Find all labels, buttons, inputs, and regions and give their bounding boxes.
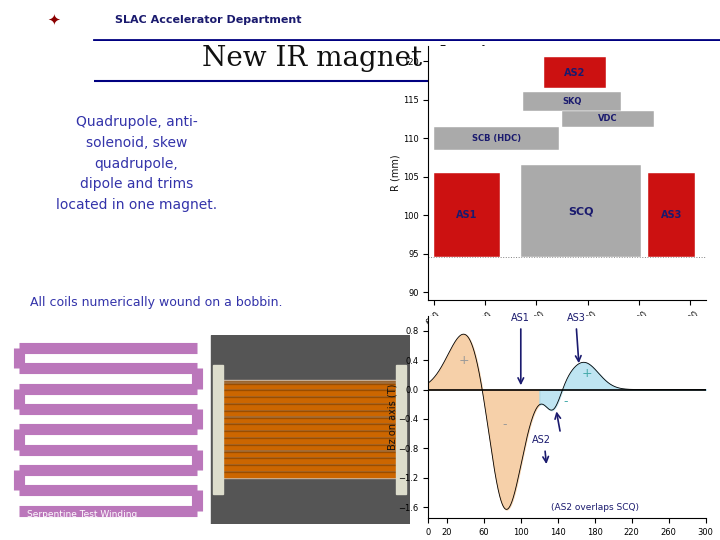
- Bar: [211, 335, 410, 524]
- Text: -: -: [503, 418, 508, 431]
- Text: +: +: [582, 367, 593, 380]
- Bar: [217, 380, 398, 478]
- Text: +: +: [458, 354, 469, 367]
- Bar: [433, 173, 500, 258]
- Bar: [562, 111, 654, 127]
- Text: SKQ: SKQ: [562, 97, 582, 106]
- Y-axis label: Bz on axis (T): Bz on axis (T): [387, 384, 397, 450]
- Text: (AS2 overlaps SCQ): (AS2 overlaps SCQ): [551, 503, 639, 512]
- Text: All coils numerically wound on a bobbin.: All coils numerically wound on a bobbin.: [30, 296, 282, 309]
- Bar: [544, 57, 606, 88]
- Text: SCB (HDC): SCB (HDC): [472, 134, 521, 143]
- X-axis label: ZIP (distance from IP, mm): ZIP (distance from IP, mm): [502, 334, 632, 343]
- Text: SCQ: SCQ: [568, 206, 594, 216]
- Text: VDC: VDC: [598, 114, 618, 124]
- Bar: [213, 365, 223, 494]
- Text: AS3: AS3: [567, 313, 585, 323]
- Bar: [648, 173, 696, 258]
- Text: ✦: ✦: [48, 13, 60, 28]
- Text: New IR magnet design: New IR magnet design: [202, 45, 524, 72]
- Text: AS2: AS2: [531, 435, 551, 444]
- Text: SLAC Accelerator Department: SLAC Accelerator Department: [115, 15, 302, 25]
- Bar: [521, 165, 642, 258]
- Text: Quadrupole, anti-
solenoid, skew
quadrupole,
dipole and trims
located in one mag: Quadrupole, anti- solenoid, skew quadrup…: [56, 116, 217, 212]
- Y-axis label: R (mm): R (mm): [390, 154, 400, 191]
- Text: AS2: AS2: [564, 68, 585, 78]
- Bar: [396, 365, 406, 494]
- Text: AS1: AS1: [511, 313, 530, 323]
- Text: -: -: [563, 395, 567, 408]
- Text: AS1: AS1: [456, 210, 477, 220]
- Text: AS3: AS3: [661, 210, 683, 220]
- Bar: [433, 127, 559, 150]
- Text: Serpentine Test Winding: Serpentine Test Winding: [27, 510, 138, 519]
- Bar: [523, 92, 621, 111]
